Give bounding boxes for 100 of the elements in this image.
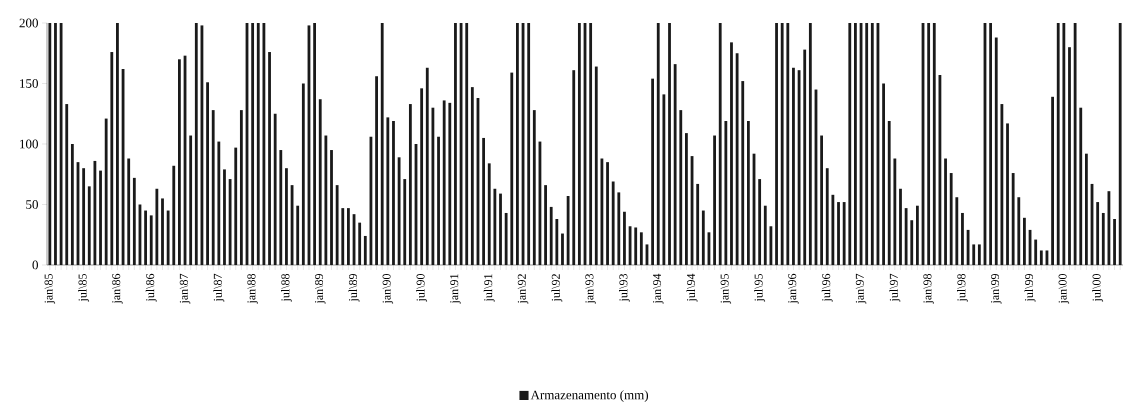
bar xyxy=(482,137,486,265)
bar xyxy=(470,87,474,265)
bar xyxy=(955,197,959,265)
x-tick-label: jan\96 xyxy=(788,273,799,304)
bar xyxy=(713,135,716,265)
bar xyxy=(1079,107,1083,265)
x-tick-label: jan\87 xyxy=(179,273,191,304)
bar xyxy=(594,66,598,265)
x-tick-label: jan\00 xyxy=(1058,273,1070,304)
bar xyxy=(510,72,514,265)
x-tick-label: jan\86 xyxy=(112,273,123,304)
x-tick-label: jul\94 xyxy=(686,273,698,302)
x-tick-label: jul\93 xyxy=(619,273,630,302)
bar xyxy=(149,215,153,265)
bar xyxy=(431,107,435,265)
bar xyxy=(662,94,666,265)
bar xyxy=(132,177,136,265)
bar xyxy=(606,162,609,265)
bar xyxy=(234,147,238,265)
bar xyxy=(318,99,322,265)
bar xyxy=(763,205,767,265)
bar xyxy=(527,23,531,265)
bar xyxy=(561,233,564,265)
x-tick-label: jul\95 xyxy=(754,273,766,302)
bar xyxy=(1084,153,1088,265)
bar xyxy=(746,121,750,265)
bar xyxy=(668,23,671,265)
bar xyxy=(330,150,333,265)
bar xyxy=(397,157,401,265)
bar xyxy=(611,181,615,265)
bar xyxy=(59,23,63,265)
x-tick-label: jul\99 xyxy=(1024,274,1036,302)
bar xyxy=(673,64,677,265)
bar xyxy=(679,110,683,265)
y-tick-label: 50 xyxy=(26,200,38,209)
x-tick-label: jan\85 xyxy=(44,273,56,304)
bar xyxy=(408,104,412,265)
bar xyxy=(915,205,919,265)
bar xyxy=(887,121,891,265)
bar xyxy=(251,23,255,265)
bar xyxy=(262,23,266,265)
bar xyxy=(1118,23,1122,265)
bar xyxy=(347,208,350,265)
bar xyxy=(775,23,778,265)
bar xyxy=(1039,250,1043,265)
bar xyxy=(696,183,700,265)
bar xyxy=(577,23,581,265)
bar xyxy=(1056,23,1060,265)
bar xyxy=(256,23,260,265)
bar xyxy=(786,23,790,265)
bar xyxy=(420,88,424,265)
bar xyxy=(239,110,243,265)
bar xyxy=(172,165,176,265)
bar xyxy=(70,143,74,265)
x-tick-label: jul\85 xyxy=(78,273,90,302)
bar xyxy=(273,113,277,265)
bar xyxy=(1096,202,1100,265)
bar xyxy=(865,23,869,265)
bar xyxy=(544,185,547,265)
bar xyxy=(837,202,840,265)
bar xyxy=(392,121,395,265)
bar xyxy=(206,82,209,265)
bar xyxy=(718,23,722,265)
bar xyxy=(211,110,215,265)
x-tick-label: jan\91 xyxy=(450,274,461,304)
bar xyxy=(93,160,97,265)
bar xyxy=(487,163,491,265)
bar xyxy=(99,170,102,265)
bar xyxy=(279,150,283,265)
bar xyxy=(161,198,164,265)
bar xyxy=(1101,212,1105,265)
bar xyxy=(296,205,300,265)
bar xyxy=(386,117,390,265)
bar xyxy=(882,83,885,265)
bar xyxy=(724,121,728,265)
bar xyxy=(223,169,226,265)
bar xyxy=(437,136,440,265)
x-tick-label: jul\96 xyxy=(821,273,833,302)
bar xyxy=(932,23,936,265)
x-tick-label: jul\86 xyxy=(145,273,157,302)
x-tick-label: jan\92 xyxy=(517,274,529,304)
bar xyxy=(893,158,897,265)
bar xyxy=(944,158,947,265)
bar xyxy=(166,210,170,265)
x-tick-label: jan\98 xyxy=(923,273,934,304)
bar xyxy=(758,179,762,265)
bar xyxy=(442,100,446,265)
bar xyxy=(803,49,807,265)
bar xyxy=(268,52,271,265)
bar xyxy=(403,179,407,265)
bar xyxy=(617,192,621,265)
bar xyxy=(104,118,108,265)
bar xyxy=(566,196,570,265)
bar xyxy=(465,23,469,265)
x-tick-label: jan\90 xyxy=(382,273,394,304)
x-tick-label: jul\90 xyxy=(416,273,428,302)
x-tick-label: jan\95 xyxy=(720,273,732,304)
bar xyxy=(499,193,502,265)
bar xyxy=(532,110,536,265)
bar xyxy=(448,102,452,265)
